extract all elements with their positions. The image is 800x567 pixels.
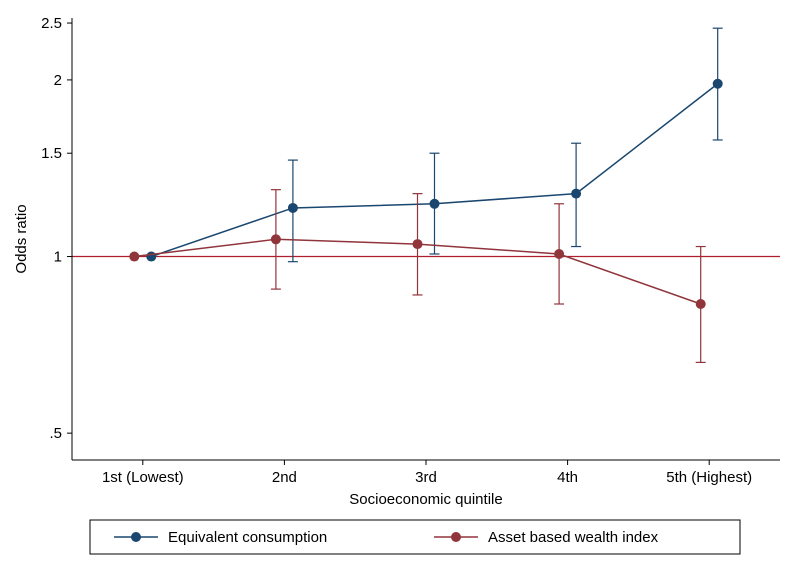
x-tick-label: 3rd (415, 469, 437, 486)
legend-label: Asset based wealth index (488, 529, 659, 546)
legend-marker (451, 532, 461, 542)
data-point (413, 239, 423, 249)
data-point (713, 79, 723, 89)
legend-label: Equivalent consumption (168, 529, 327, 546)
y-tick-label: .5 (49, 425, 62, 442)
y-tick-label: 2 (54, 72, 62, 89)
y-tick-label: 1 (54, 249, 62, 266)
data-point (696, 299, 706, 309)
y-axis-label: Odds ratio (13, 204, 30, 273)
x-tick-label: 5th (Highest) (666, 469, 752, 486)
data-point (146, 252, 156, 262)
odds-ratio-chart: 1st (Lowest) 2nd 3rd 4th 5th (Highest) Socioe… (0, 0, 800, 567)
x-tick-label: 4th (557, 469, 578, 486)
data-point (554, 249, 564, 259)
legend-marker (131, 532, 141, 542)
data-point (129, 252, 139, 262)
x-axis-label: Socioeconomic quintile (349, 491, 502, 508)
y-tick-label: 2.5 (41, 15, 62, 32)
data-point (288, 203, 298, 213)
data-point (571, 189, 581, 199)
data-point (271, 234, 281, 244)
y-tick-label: 1.5 (41, 145, 62, 162)
x-tick-label: 1st (Lowest) (102, 469, 184, 486)
x-tick-label: 2nd (272, 469, 297, 486)
data-point (429, 199, 439, 209)
